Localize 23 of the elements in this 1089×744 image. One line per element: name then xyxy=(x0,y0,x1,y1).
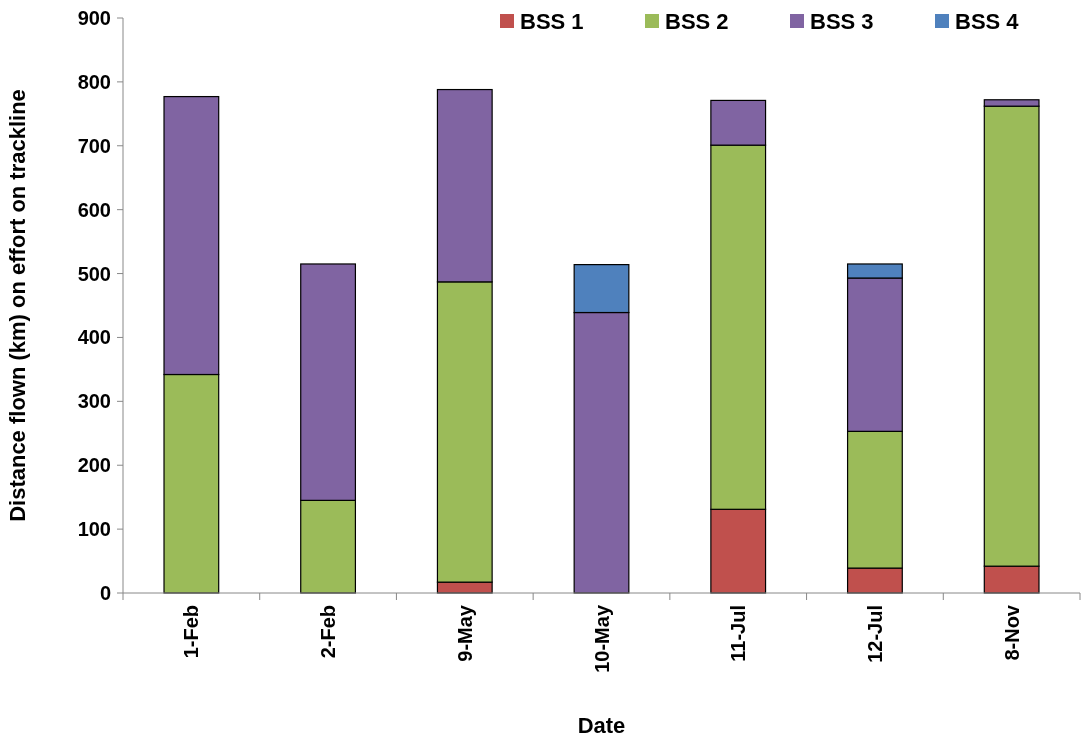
x-tick-label: 9-May xyxy=(453,604,476,662)
x-tick-label: 10-May xyxy=(590,604,613,673)
y-axis-title: Distance flown (km) on effort on trackline xyxy=(5,89,30,522)
y-tick-label: 700 xyxy=(77,134,111,157)
x-tick-label: 11-Jul xyxy=(727,605,750,662)
y-tick-label: 0 xyxy=(99,582,111,604)
legend-label: BSS 3 xyxy=(810,8,874,34)
x-tick-label: 1-Feb xyxy=(180,605,203,659)
x-axis-title: Date xyxy=(577,713,626,738)
y-tick-label: 900 xyxy=(77,7,111,29)
y-tick-label: 800 xyxy=(77,70,111,93)
y-tick-label: 600 xyxy=(77,198,111,221)
y-tick-label: 400 xyxy=(77,326,111,349)
y-tick-label: 500 xyxy=(77,262,111,285)
x-tick-label: 8-Nov xyxy=(1000,604,1023,661)
legend-label: BSS 4 xyxy=(955,8,1020,34)
y-tick-label: 100 xyxy=(77,518,111,541)
legend-label: BSS 1 xyxy=(520,8,584,34)
x-tick-label: 2-Feb xyxy=(317,605,340,659)
legend-label: BSS 2 xyxy=(665,8,729,34)
y-tick-label: 300 xyxy=(77,390,111,413)
y-tick-label: 200 xyxy=(77,454,111,477)
x-tick-label: 12-Jul xyxy=(863,605,886,663)
